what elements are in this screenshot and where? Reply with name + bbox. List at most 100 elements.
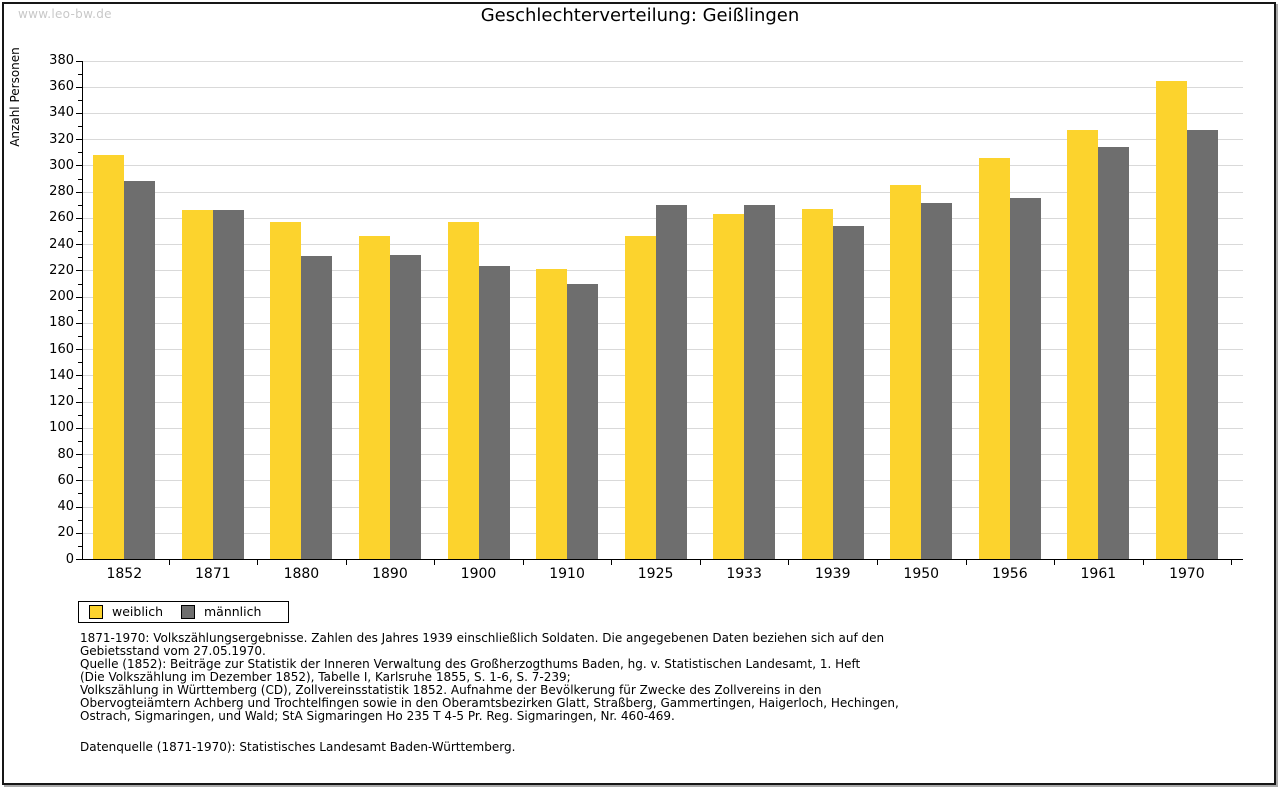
x-tick-label: 1956 (991, 566, 1028, 582)
y-major-tick (76, 165, 82, 167)
y-minor-tick (78, 126, 82, 128)
y-major-tick (76, 86, 82, 88)
bar-maennlich-1910 (567, 283, 599, 559)
bar-weiblich-1910 (536, 269, 568, 559)
weiblich-color-swatch (89, 605, 103, 619)
y-tick-label: 120 (49, 394, 74, 410)
y-major-tick (76, 60, 82, 62)
y-axis-line (82, 60, 83, 560)
x-tick-label: 1880 (283, 566, 320, 582)
y-major-tick (76, 454, 82, 456)
y-minor-tick (78, 493, 82, 495)
bar-weiblich-1956 (978, 157, 1010, 559)
gridline (82, 60, 1243, 62)
x-boundary-tick (434, 560, 436, 565)
bar-weiblich-1880 (270, 221, 302, 559)
bar-maennlich-1950 (921, 203, 953, 559)
y-tick-label: 300 (49, 157, 74, 173)
page-title: Geschlechterverteilung: Geißlingen (480, 5, 800, 26)
legend-label-maennlich: männlich (204, 604, 262, 619)
bar-weiblich-1933 (713, 213, 745, 559)
bar-maennlich-1933 (744, 204, 776, 559)
y-tick-label: 260 (49, 210, 74, 226)
y-major-tick (76, 322, 82, 324)
y-minor-tick (78, 467, 82, 469)
y-tick-label: 40 (57, 499, 74, 515)
bar-weiblich-1871 (181, 210, 213, 559)
x-boundary-tick (1231, 560, 1233, 565)
y-major-tick (76, 112, 82, 114)
y-tick-label: 60 (57, 472, 74, 488)
y-tick-label: 140 (49, 367, 74, 383)
x-boundary-tick (1142, 560, 1144, 565)
footer-line: Ostrach, Sigmaringen, und Wald; StA Sigm… (80, 709, 675, 723)
legend: weiblich männlich (78, 601, 289, 623)
x-boundary-tick (876, 560, 878, 565)
y-minor-tick (78, 309, 82, 311)
bar-maennlich-1871 (212, 210, 244, 559)
x-boundary-tick (699, 560, 701, 565)
bar-maennlich-1852 (124, 181, 156, 559)
y-tick-label: 200 (49, 289, 74, 305)
y-minor-tick (78, 99, 82, 101)
bar-maennlich-1939 (832, 225, 864, 559)
y-major-tick (76, 191, 82, 193)
source-notes: 1871-1970: Volkszählungsergebnisse. Zahl… (80, 632, 899, 723)
x-tick-label: 1970 (1169, 566, 1205, 582)
x-tick-label: 1925 (637, 566, 674, 582)
footer-line: Gebietsstand vom 27.05.1970. (80, 644, 266, 658)
y-minor-tick (78, 204, 82, 206)
footer-line: Quelle (1852): Beiträge zur Statistik de… (80, 657, 861, 671)
legend-label-weiblich: weiblich (112, 604, 164, 619)
x-tick-label: 1950 (903, 566, 940, 582)
x-boundary-tick (168, 560, 170, 565)
y-major-tick (76, 244, 82, 246)
x-boundary-tick (788, 560, 790, 565)
bar-weiblich-1950 (890, 185, 922, 559)
y-minor-tick (78, 231, 82, 233)
x-tick-label: 1933 (726, 566, 762, 582)
x-tick-label: 1890 (372, 566, 408, 582)
gridline (82, 191, 1243, 193)
y-major-tick (76, 480, 82, 482)
y-major-tick (76, 217, 82, 219)
y-major-tick (76, 349, 82, 351)
bar-maennlich-1900 (478, 266, 510, 559)
y-tick-label: 80 (57, 446, 74, 462)
x-boundary-tick (1054, 560, 1056, 565)
y-minor-tick (78, 362, 82, 364)
y-major-tick (76, 559, 82, 560)
y-minor-tick (78, 545, 82, 547)
legend-item-weiblich: weiblich (89, 605, 181, 619)
bar-weiblich-1852 (93, 154, 125, 559)
y-minor-tick (78, 73, 82, 75)
y-major-tick (76, 532, 82, 534)
footer-line: Volkszählung in Württemberg (CD), Zollve… (80, 683, 822, 697)
y-minor-tick (78, 519, 82, 521)
y-tick-label: 360 (49, 79, 74, 95)
y-tick-label: 340 (49, 105, 74, 121)
y-tick-label: 100 (49, 420, 74, 436)
legend-item-maennlich: männlich (181, 605, 261, 619)
x-boundary-tick (257, 560, 259, 565)
site-watermark: www.leo-bw.de (18, 7, 112, 21)
gridline (82, 165, 1243, 167)
bar-maennlich-1956 (1009, 198, 1041, 559)
x-boundary-tick (345, 560, 347, 565)
x-tick-label: 1939 (814, 566, 851, 582)
bar-maennlich-1925 (655, 204, 687, 559)
bar-weiblich-1900 (447, 221, 479, 559)
y-tick-label: 0 (65, 551, 74, 567)
x-tick-label: 1852 (106, 566, 143, 582)
y-tick-label: 160 (49, 341, 74, 357)
y-tick-label: 380 (49, 53, 74, 68)
y-tick-label: 220 (49, 262, 74, 278)
y-major-tick (76, 427, 82, 429)
y-minor-tick (78, 152, 82, 154)
x-tick-label: 1961 (1080, 566, 1117, 582)
y-minor-tick (78, 440, 82, 442)
bar-weiblich-1970 (1155, 81, 1187, 559)
maennlich-color-swatch (181, 605, 195, 619)
y-tick-label: 180 (49, 315, 74, 331)
